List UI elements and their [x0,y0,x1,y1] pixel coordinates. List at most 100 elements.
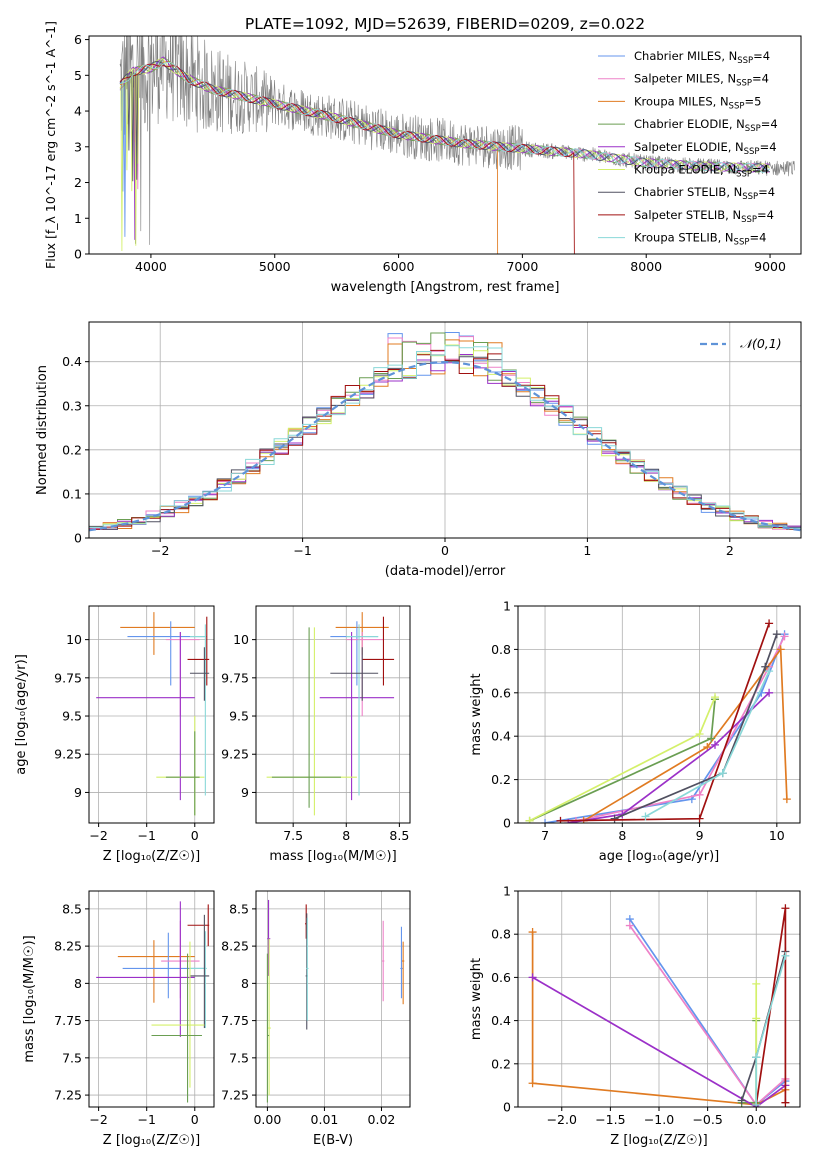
y-axis-label: Flux [f_λ 10^-17 erg cm^-2 s^-1 A^-1] [43,21,58,269]
axes-frame [88,35,802,255]
y-tick-label: 0.6 [491,685,511,700]
x-tick-label: −1.5 [595,1112,625,1127]
y-axis-label: mass weight [469,958,484,1040]
y-tick-label: 10 [233,632,249,647]
x-tick-label: 8.5 [389,828,409,843]
weight-marker-salpeter-elodie [765,688,774,697]
x-tick-label: −1 [137,828,155,843]
weight-marker-kroupa-elodie [525,816,534,823]
x-axis-label: Z [log₁₀(Z/Z☉)] [610,1133,707,1148]
panel-age-vs-Z: −2 −1 0 9 9.25 9.5 9.75 10 Z [log₁₀(Z/Z☉)] age [l… [14,605,215,864]
weight-marker-kroupa-elodie [752,979,761,988]
x-tick-label: 0.02 [368,1112,396,1127]
axes-frame [255,890,411,1108]
x-tick-label: 4000 [135,259,167,274]
plot-area [89,332,801,538]
y-tick-label: 9 [74,785,82,800]
y-tick-label: 0.3 [62,398,82,413]
weight-marker-kroupa-elodie [711,693,720,702]
histogram-salpeter-stelib [89,349,801,538]
weight-marker-chabrier-miles [541,819,550,823]
weight-marker-kroupa-elodie [752,1014,761,1023]
x-tick-label: 9 [696,828,704,843]
weight-line-salpeter-elodie [568,692,770,823]
axes-frame [255,605,411,824]
plot-area [119,36,795,254]
weight-marker-kroupa-miles [782,795,791,804]
weight-marker-salpeter-miles [625,921,634,930]
model-line-salpeter-stelib [119,63,575,254]
x-axis-label: age [log₁₀(age/yr)] [599,849,720,864]
y-axis-label: age [log₁₀(age/yr)] [14,654,29,775]
y-tick-label: 6 [74,32,82,47]
x-tick-label: 0.0 [746,1112,766,1127]
x-tick-label: 0 [191,828,199,843]
x-axis-label: Z [log₁₀(Z/Z☉)] [103,849,200,864]
panel-residuals: −2 −1 0 1 2 0 0.1 0.2 0.3 0.4 (data-model)/error No… [35,321,802,579]
y-tick-label: 0.6 [491,970,511,985]
y-tick-label: 0 [503,816,511,831]
x-tick-label: 8000 [630,259,662,274]
x-tick-label: 6000 [383,259,415,274]
x-tick-label: −0.5 [692,1112,722,1127]
y-tick-label: 1 [503,884,511,899]
y-tick-label: 8.5 [62,901,82,916]
x-tick-label: 0 [191,1112,199,1127]
y-tick-label: 9.25 [221,747,249,762]
x-tick-label: −1.0 [644,1112,674,1127]
x-tick-label: 1 [583,543,591,558]
x-tick-label: −2 [89,1112,107,1127]
y-tick-label: 9.75 [221,670,249,685]
legend-label: Kroupa ELODIE, NSSP=4 [634,163,769,180]
y-tick-label: 1 [503,599,511,614]
x-tick-label: −1 [293,543,311,558]
weight-marker-salpeter-stelib [556,816,565,823]
legend-label: Salpeter ELODIE, NSSP=4 [634,140,777,157]
weight-line-chabrier-stelib [614,633,778,820]
y-tick-label: 8.5 [229,901,249,916]
x-tick-label: 0.00 [253,1112,281,1127]
weight-marker-salpeter-elodie [711,740,720,749]
weight-marker-salpeter-miles [695,790,704,799]
y-tick-label: 0.2 [62,442,82,457]
y-tick-label: 0.4 [491,729,511,744]
y-tick-label: 5 [74,68,82,83]
x-tick-label: −2 [151,543,169,558]
x-axis-label: Z [log₁₀(Z/Z☉)] [103,1133,200,1148]
y-tick-label: 0.8 [491,927,511,942]
y-tick-label: 0 [74,247,82,262]
weight-marker-chabrier-elodie [707,734,716,743]
weight-marker-kroupa-miles [528,1079,537,1088]
weight-line-salpeter-miles [575,636,786,822]
plot-area [528,904,790,1107]
x-tick-label: 0.01 [311,1112,339,1127]
plot-area [96,612,210,816]
x-axis-label: E(B-V) [313,1133,353,1148]
axes-frame [88,605,215,824]
y-tick-label: 9 [241,785,249,800]
x-axis-label: (data-model)/error [385,564,506,579]
weight-marker-kroupa-stelib [752,1053,761,1062]
y-tick-label: 0.2 [491,772,511,787]
weight-line-chabrier-stelib [740,951,787,1101]
y-tick-label: 0.4 [491,1013,511,1028]
model-line-chabrier-elodie [119,57,771,173]
plot-area [266,899,405,1103]
panel-age-vs-mass: 7.5 8 8.5 9 9.25 9.5 9.75 10 mass [log₁₀(M/M☉)] [221,605,411,864]
weight-marker-kroupa-miles [528,928,537,937]
model-line-kroupa-miles [119,61,499,254]
axes-frame [88,890,215,1108]
legend-label: 𝒩(0,1) [740,336,782,351]
axes-frame [517,605,801,824]
y-tick-label: 8.25 [221,939,249,954]
weight-marker-chabrier-stelib [610,814,619,823]
y-tick-label: 7.75 [54,1013,82,1028]
weight-marker-salpeter-stelib [781,1098,790,1107]
x-tick-label: 10 [769,828,785,843]
weight-marker-salpeter-stelib [765,619,774,628]
weight-marker-kroupa-stelib [641,812,650,821]
x-tick-label: 0 [441,543,449,558]
y-tick-label: 3 [74,139,82,154]
x-tick-label: 7 [541,828,549,843]
